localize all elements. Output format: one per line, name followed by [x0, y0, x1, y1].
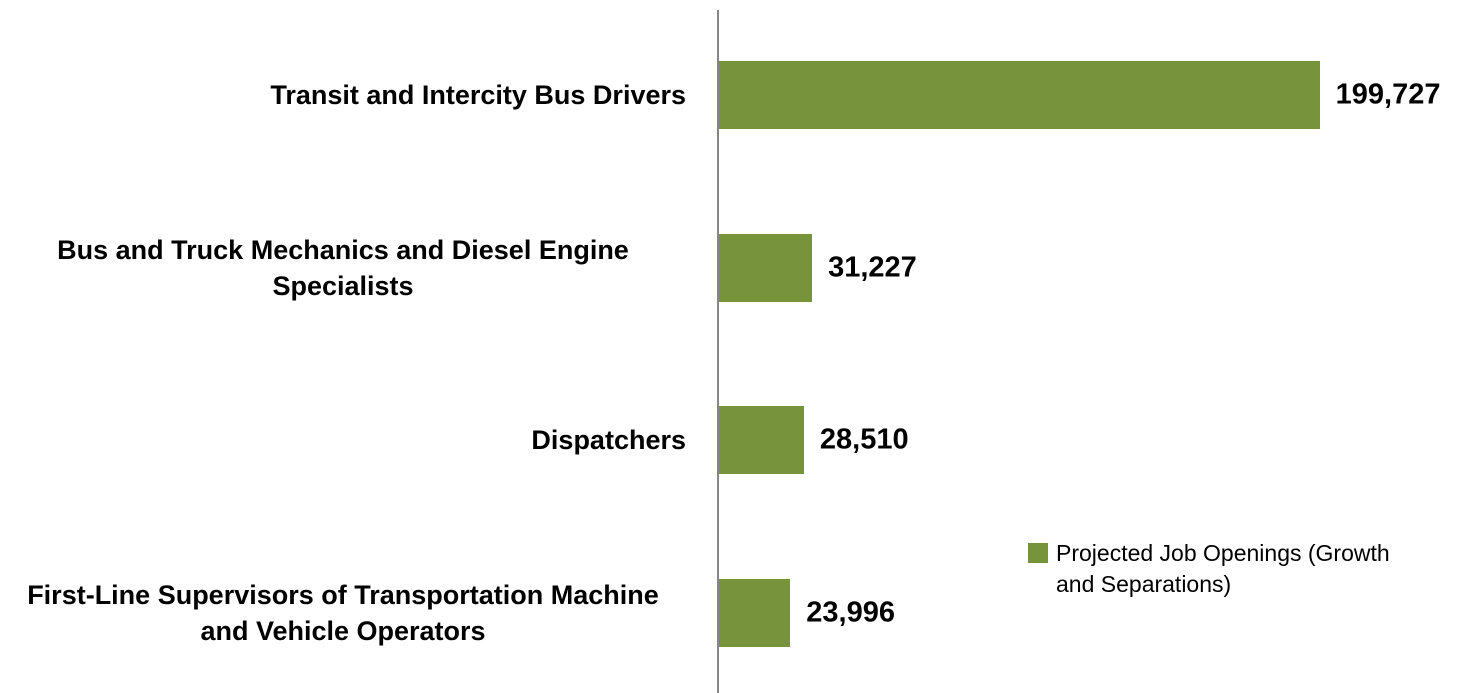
- category-label-box: Dispatchers: [0, 400, 686, 480]
- value-label: 199,727: [1335, 78, 1441, 111]
- category-label-box: Bus and Truck Mechanics and Diesel Engin…: [0, 228, 686, 308]
- category-label: Transit and Intercity Bus Drivers: [270, 80, 686, 111]
- bar: [718, 61, 1320, 130]
- bar: [718, 406, 804, 475]
- legend-swatch: [1028, 543, 1048, 563]
- value-label: 28,510: [819, 423, 909, 456]
- value-label: 31,227: [828, 251, 917, 284]
- legend-label: Projected Job Openings (Growth and Separ…: [1056, 540, 1390, 597]
- category-label: Bus and Truck Mechanics and Diesel Engin…: [57, 234, 629, 301]
- bar: [718, 578, 791, 647]
- y-axis-line: [717, 10, 719, 693]
- category-label-box: First-Line Supervisors of Transportation…: [0, 573, 686, 653]
- category-label: First-Line Supervisors of Transportation…: [27, 579, 659, 646]
- bar: [718, 233, 813, 302]
- category-label-box: Transit and Intercity Bus Drivers: [0, 55, 686, 135]
- legend: Projected Job Openings (Growth and Separ…: [1028, 538, 1416, 600]
- value-label: 23,996: [806, 596, 895, 629]
- category-label: Dispatchers: [531, 425, 686, 456]
